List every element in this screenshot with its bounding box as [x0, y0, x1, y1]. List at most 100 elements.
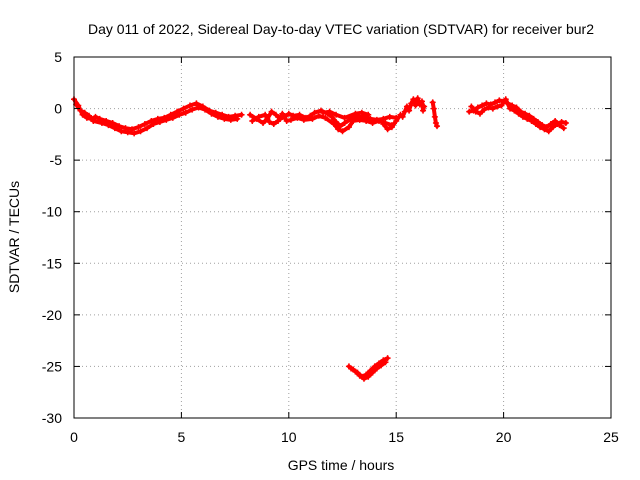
data-point: [356, 372, 363, 379]
data-point: [309, 115, 316, 122]
data-point: [496, 97, 503, 104]
data-point: [300, 116, 307, 123]
data-point: [489, 105, 496, 112]
data-point: [247, 111, 254, 118]
data-point: [77, 107, 84, 114]
data-point: [249, 117, 256, 124]
data-point: [403, 103, 410, 110]
data-point: [352, 368, 359, 375]
data-point: [393, 117, 400, 124]
data-point: [283, 117, 290, 124]
data-point: [285, 110, 292, 117]
data-point: [268, 108, 275, 115]
data-point: [272, 111, 279, 118]
y-tick-label: -30: [42, 410, 62, 426]
data-point: [105, 122, 112, 129]
data-point: [111, 125, 118, 132]
data-point: [550, 124, 557, 131]
data-point: [420, 107, 427, 114]
data-point: [537, 124, 544, 131]
data-point: [466, 108, 473, 115]
x-tick-label: 5: [178, 429, 186, 445]
data-point: [180, 105, 187, 112]
plot-area-frame: [73, 56, 612, 419]
data-point: [352, 110, 359, 117]
data-point: [406, 107, 413, 114]
y-tick-label: -25: [42, 358, 62, 374]
data-point: [432, 120, 439, 127]
data-point: [384, 126, 391, 133]
data-point: [186, 102, 193, 109]
data-point: [388, 124, 395, 131]
data-point: [554, 121, 561, 128]
y-tick-label: -20: [42, 307, 62, 323]
data-point: [365, 111, 372, 118]
data-point: [144, 125, 151, 132]
data-point: [266, 118, 273, 125]
data-point: [294, 114, 301, 121]
data-point: [339, 128, 346, 135]
data-point: [511, 107, 518, 114]
axis-ticks: 0 5 10 15 20 25 5 0 -5 -10 -15 -20 -25 -30: [42, 49, 619, 445]
data-point: [519, 113, 526, 120]
data-point: [341, 120, 348, 127]
data-point: [148, 117, 155, 124]
data-point: [558, 118, 565, 125]
data-point: [287, 116, 294, 123]
data-point: [333, 111, 340, 118]
data-point: [532, 121, 539, 128]
data-point: [238, 111, 245, 118]
data-point: [410, 96, 417, 103]
data-point: [547, 121, 554, 128]
data-point: [412, 102, 419, 109]
data-point: [429, 99, 436, 106]
data-point: [86, 112, 93, 119]
data-point: [124, 129, 131, 136]
x-tick-label: 0: [70, 429, 78, 445]
data-point: [483, 100, 490, 107]
data-point: [320, 109, 327, 116]
data-point: [81, 109, 88, 116]
data-point: [430, 105, 437, 112]
data-point: [358, 109, 365, 116]
x-tick-label: 10: [281, 429, 297, 445]
data-trace: [248, 108, 399, 129]
data-point: [474, 104, 481, 111]
data-point: [350, 117, 357, 124]
data-point: [476, 110, 483, 117]
data-point: [416, 101, 423, 108]
data-point: [279, 110, 286, 117]
data-point: [369, 369, 376, 376]
y-tick-label: 0: [54, 101, 62, 117]
data-point: [384, 355, 391, 362]
data-point: [270, 121, 277, 128]
y-tick-label: -5: [50, 152, 63, 168]
data-point: [98, 120, 105, 127]
data-point: [541, 126, 548, 133]
x-tick-label: 15: [388, 429, 404, 445]
data-point: [208, 110, 215, 117]
data-point: [378, 362, 385, 369]
data-point: [545, 128, 552, 135]
data-point: [382, 359, 389, 366]
data-point: [515, 110, 522, 117]
y-tick-label: -10: [42, 204, 62, 220]
chart-title: Day 011 of 2022, Sidereal Day-to-day VTE…: [88, 21, 594, 37]
data-point: [260, 120, 267, 127]
data-point: [560, 125, 567, 132]
data-point: [189, 106, 196, 113]
data-point: [345, 124, 352, 131]
data-point: [214, 113, 221, 120]
data-point: [479, 102, 486, 109]
data-point: [262, 111, 269, 118]
data-point: [507, 105, 514, 112]
data-point: [182, 109, 189, 116]
data-point: [335, 126, 342, 133]
y-axis-label: SDTVAR / TECUs: [6, 181, 22, 293]
data-point: [360, 375, 367, 382]
data-point: [315, 112, 322, 119]
data-point: [528, 117, 535, 124]
data-point: [137, 128, 144, 135]
data-point: [513, 104, 520, 111]
